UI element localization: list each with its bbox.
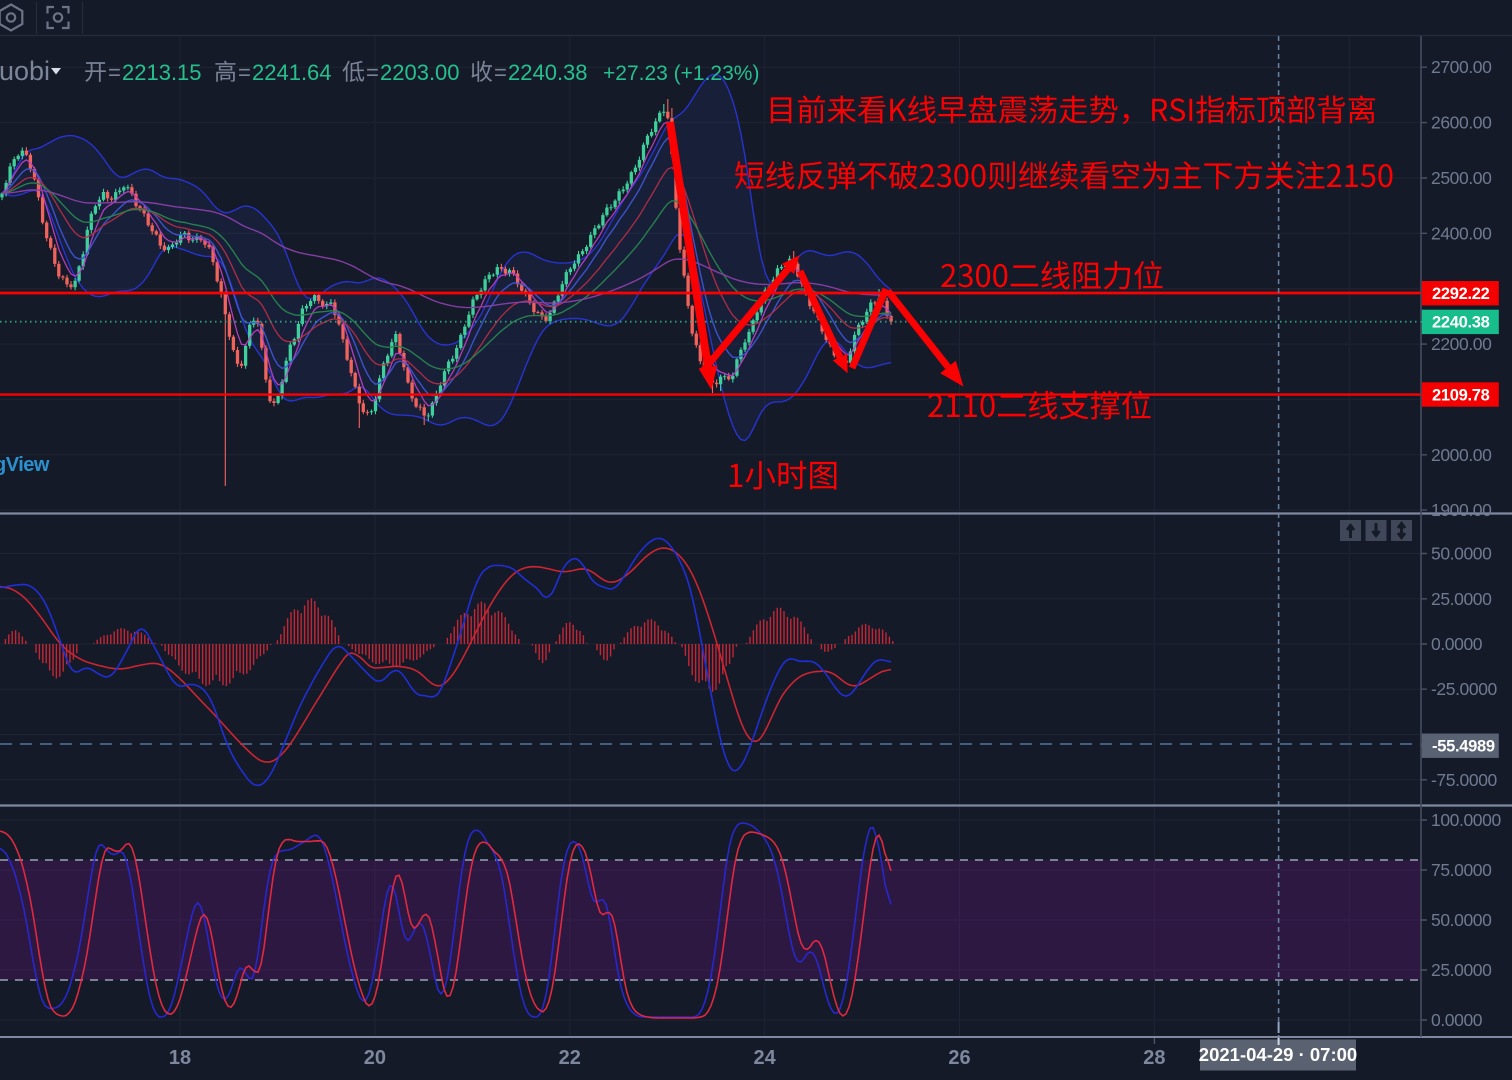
svg-text:+27.23 (+1.23%): +27.23 (+1.23%) <box>603 62 759 85</box>
svg-text:2240.38: 2240.38 <box>508 60 588 85</box>
svg-text:-55.4989: -55.4989 <box>1432 738 1495 756</box>
svg-text:1900.00: 1900.00 <box>1431 500 1492 520</box>
svg-text:0.0000: 0.0000 <box>1431 634 1483 654</box>
svg-text:2700.00: 2700.00 <box>1431 57 1492 77</box>
svg-text:2213.15: 2213.15 <box>122 60 202 85</box>
svg-text:0.0000: 0.0000 <box>1431 1010 1483 1030</box>
svg-text:2292.22: 2292.22 <box>1432 285 1490 303</box>
svg-text:2203.00: 2203.00 <box>380 60 460 85</box>
svg-text:50.0000: 50.0000 <box>1431 910 1492 930</box>
svg-text:TradingView: TradingView <box>0 454 50 476</box>
svg-text:-25.0000: -25.0000 <box>1431 679 1498 699</box>
svg-text:=: = <box>366 60 379 85</box>
svg-text:2400.00: 2400.00 <box>1431 223 1492 243</box>
svg-text:25.0000: 25.0000 <box>1431 960 1492 980</box>
svg-text:75.0000: 75.0000 <box>1431 860 1492 880</box>
svg-text:2600.00: 2600.00 <box>1431 113 1492 133</box>
svg-text:2109.78: 2109.78 <box>1432 386 1490 404</box>
svg-text:=: = <box>494 60 507 85</box>
svg-text:25.0000: 25.0000 <box>1431 589 1492 609</box>
svg-text:18: 18 <box>169 1047 191 1069</box>
svg-text:2200.00: 2200.00 <box>1431 334 1492 354</box>
svg-text:2240.38: 2240.38 <box>1432 314 1490 332</box>
svg-text:2021-04-29 · 07:00: 2021-04-29 · 07:00 <box>1199 1044 1357 1065</box>
svg-text:100.0000: 100.0000 <box>1431 810 1501 830</box>
svg-text:20: 20 <box>364 1047 386 1069</box>
svg-text:uobi: uobi <box>0 56 50 86</box>
svg-text:-75.0000: -75.0000 <box>1431 770 1498 790</box>
svg-text:26: 26 <box>948 1047 970 1069</box>
svg-text:=: = <box>238 60 251 85</box>
svg-text:=: = <box>108 60 121 85</box>
svg-text:2500.00: 2500.00 <box>1431 168 1492 188</box>
svg-text:28: 28 <box>1143 1047 1165 1069</box>
svg-text:24: 24 <box>753 1047 776 1069</box>
svg-text:22: 22 <box>559 1047 581 1069</box>
svg-text:50.0000: 50.0000 <box>1431 544 1492 564</box>
svg-text:2241.64: 2241.64 <box>252 60 332 85</box>
svg-text:2000.00: 2000.00 <box>1431 445 1492 465</box>
